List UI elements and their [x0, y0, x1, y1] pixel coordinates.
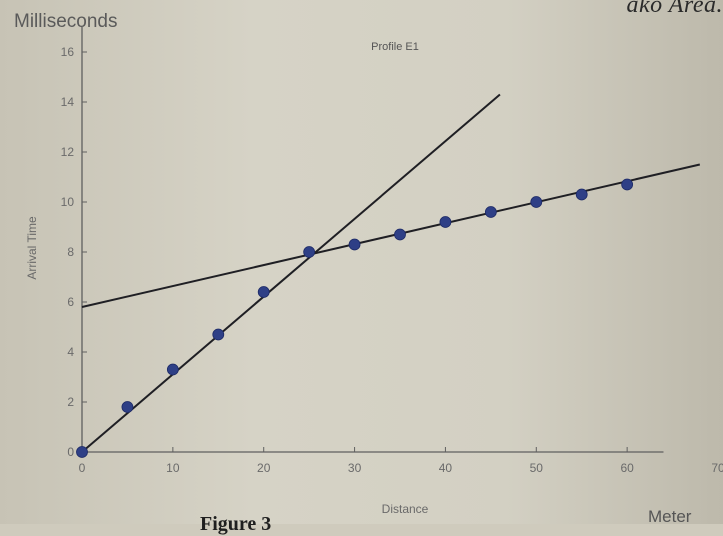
y-tick-label: 12 — [61, 145, 75, 159]
y-tick-label: 0 — [67, 445, 74, 459]
x-tick-label: 50 — [530, 461, 544, 475]
y-tick-label: 10 — [61, 195, 75, 209]
chart-title: Profile E1 — [371, 41, 419, 53]
fit-lines — [81, 93, 701, 453]
data-point — [439, 216, 452, 228]
x-tick-label: 30 — [348, 461, 362, 475]
x-unit-label: Meter — [648, 507, 692, 526]
data-point — [212, 328, 225, 341]
data-point — [76, 446, 88, 458]
y-tick-label: 8 — [67, 245, 74, 259]
x-tick-label: 0 — [79, 461, 86, 475]
data-point — [394, 228, 406, 241]
x-tick-label: 70 — [711, 461, 723, 475]
data-point — [121, 401, 134, 413]
data-point — [575, 188, 588, 201]
x-tick-label: 60 — [620, 461, 634, 475]
data-point — [621, 178, 634, 191]
axes: 0 2 4 6 8 10 12 14 16 0 10 20 30 40 50 60 70 — [61, 27, 723, 475]
data-points — [76, 178, 634, 458]
y-tick-label: 6 — [67, 295, 74, 309]
data-point — [530, 196, 543, 208]
data-point — [257, 286, 270, 298]
y-tick-label: 2 — [67, 395, 74, 409]
x-tick-label: 20 — [257, 461, 271, 475]
data-point — [303, 246, 316, 258]
y-tick-label: 16 — [61, 45, 75, 59]
y-tick-label: 14 — [61, 95, 75, 109]
x-tick-label: 40 — [439, 461, 453, 475]
y-tick-label: 4 — [67, 345, 74, 359]
data-point — [348, 238, 361, 251]
fit-line-1 — [81, 93, 501, 453]
x-axis-title: Distance — [382, 502, 429, 516]
top-caption: ako Area. — [626, 0, 723, 18]
fit-line-2 — [81, 163, 701, 308]
x-tick-label: 10 — [166, 461, 180, 475]
y-unit-label: Milliseconds — [14, 11, 118, 32]
data-point — [484, 206, 497, 218]
data-point — [166, 363, 179, 376]
y-axis-title: Arrival Time — [25, 216, 39, 280]
